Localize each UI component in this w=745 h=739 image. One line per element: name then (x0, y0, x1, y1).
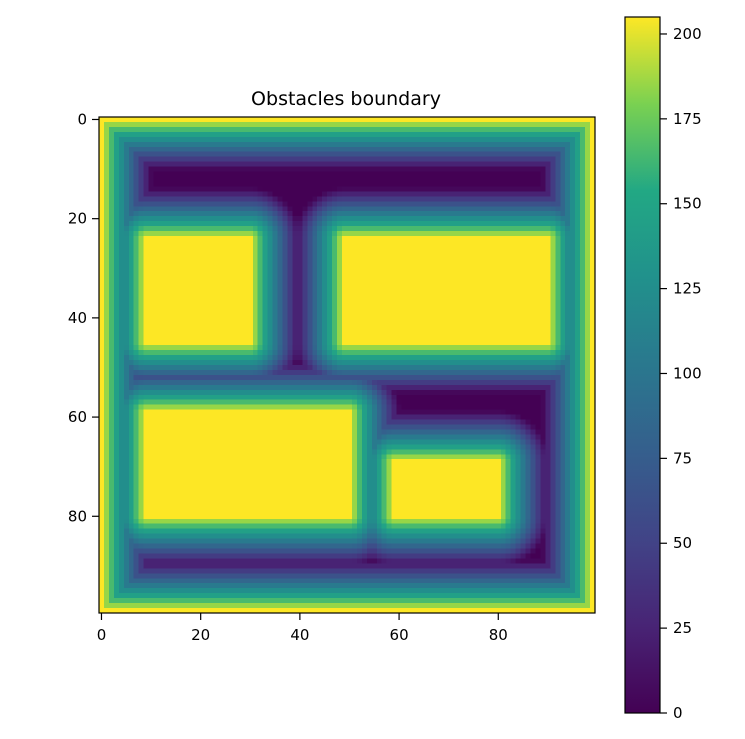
x-tick-label: 20 (191, 626, 210, 644)
x-axis: 0 20 40 60 80 (97, 613, 508, 644)
y-tick-label: 60 (68, 408, 87, 426)
plot-frame (98, 116, 596, 614)
x-tick-label: 60 (390, 626, 409, 644)
colorbar-tick-label: 125 (673, 280, 702, 298)
colorbar-tick-label: 50 (673, 534, 692, 552)
y-tick-label: 80 (68, 507, 87, 525)
colorbar-tick-label: 75 (673, 449, 692, 467)
colorbar-gradient (625, 17, 660, 713)
colorbar-tick-label: 0 (673, 704, 683, 722)
y-axis: 0 20 40 60 80 (68, 110, 99, 525)
x-tick-label: 80 (489, 626, 508, 644)
heatmap-image (99, 117, 595, 613)
colorbar-tick-label: 150 (673, 195, 702, 213)
chart-title: Obstacles boundary (251, 88, 441, 110)
colorbar-tick-label: 175 (673, 110, 702, 128)
colorbar-ticks: 0 25 50 75 100 125 150 175 200 (660, 25, 702, 722)
x-tick-label: 40 (290, 626, 309, 644)
y-tick-label: 0 (77, 110, 87, 128)
colorbar: 0 25 50 75 100 125 150 175 200 (624, 16, 702, 722)
y-tick-label: 20 (68, 210, 87, 228)
colorbar-tick-label: 25 (673, 619, 692, 637)
colorbar-tick-label: 200 (673, 25, 702, 43)
x-tick-label: 0 (97, 626, 107, 644)
y-tick-label: 40 (68, 309, 87, 327)
heatmap-area (98, 116, 596, 614)
colorbar-frame (624, 16, 661, 714)
colorbar-tick-label: 100 (673, 364, 702, 382)
